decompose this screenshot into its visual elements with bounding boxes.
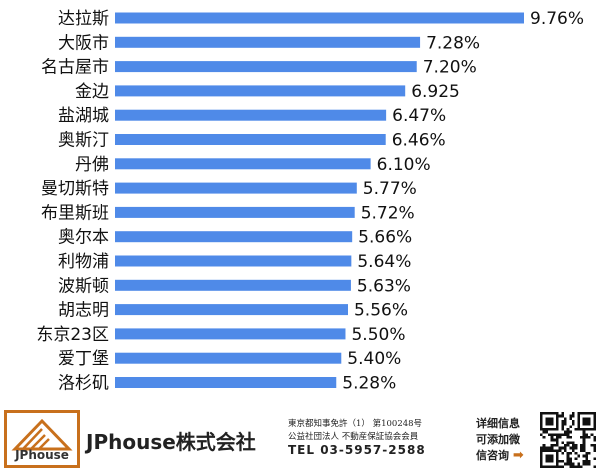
value-label: 5.66% [358, 228, 412, 248]
category-label: 曼切斯特 [41, 179, 109, 199]
category-label: 大阪市 [58, 33, 109, 53]
logo-text: JPhouse [15, 448, 69, 462]
bar [115, 255, 352, 267]
bar [115, 231, 353, 243]
category-label: 洛杉矶 [58, 374, 109, 394]
house-roof-icon [11, 418, 73, 451]
bar [115, 279, 351, 291]
bar-chart: 达拉斯 9.76% 大阪市 7.28% 名古屋市 7.20% 金边 6.925 盐湖城 6.47%… [36, 9, 584, 394]
category-label: 波斯顿 [58, 276, 109, 296]
value-label: 5.50% [351, 325, 405, 345]
bar [115, 158, 371, 170]
category-label: 丹佛 [75, 155, 109, 175]
value-label: 6.10% [377, 155, 431, 175]
company-logo: JPhouse [4, 410, 80, 468]
value-label: 7.28% [426, 33, 480, 53]
contact-info: 详细信息 可添加微 信咨询 ➡ [476, 416, 540, 464]
category-label: 盐湖城 [58, 106, 109, 126]
value-label: 5.72% [361, 203, 415, 223]
category-label: 胡志明 [58, 301, 109, 321]
value-label: 6.47% [392, 106, 446, 126]
category-label: 利物浦 [58, 252, 109, 272]
bar [115, 328, 346, 340]
bar [115, 304, 348, 316]
value-label: 5.28% [342, 374, 396, 394]
arrow-right-icon: ➡ [512, 448, 524, 463]
info-line: 信咨询 ➡ [476, 448, 524, 463]
footer: JPhouse JPhouse株式会社 東京都知事免許（1） 第100248号 … [0, 404, 600, 476]
bar [115, 134, 386, 145]
bar [115, 352, 342, 364]
info-line: 可添加微 [476, 433, 520, 446]
bar [115, 109, 387, 121]
bar [115, 12, 524, 24]
value-label: 5.77% [363, 179, 417, 199]
bar [115, 377, 337, 388]
bar [115, 182, 357, 194]
bar [115, 61, 417, 73]
bar [115, 36, 421, 48]
value-label: 5.40% [347, 349, 401, 369]
value-label: 6.46% [392, 131, 446, 151]
bar [115, 206, 355, 218]
value-label: 9.76% [530, 9, 584, 29]
category-label: 布里斯班 [41, 203, 109, 223]
category-label: 奥尔本 [58, 228, 109, 248]
value-label: 5.63% [357, 276, 411, 296]
license-line: 東京都知事免許（1） 第100248号 [288, 419, 423, 429]
value-label: 6.925 [411, 82, 460, 102]
company-name: JPhouse株式会社 [86, 430, 256, 454]
license-info: 東京都知事免許（1） 第100248号 公益社団法人 不動産保証協会会員 TEL… [288, 418, 470, 457]
bar [115, 85, 406, 97]
category-label: 奥斯汀 [58, 131, 109, 151]
category-label: 金边 [75, 82, 109, 102]
category-label: 爱丁堡 [58, 349, 109, 369]
info-line: 详细信息 [476, 417, 520, 430]
value-label: 7.20% [423, 58, 477, 78]
category-label: 名古屋市 [41, 58, 109, 78]
qr-code-icon[interactable] [540, 412, 596, 468]
category-label: 达拉斯 [58, 9, 109, 29]
category-label: 东京23区 [36, 325, 109, 345]
value-label: 5.56% [354, 301, 408, 321]
value-label: 5.64% [357, 252, 411, 272]
license-line: 公益社団法人 不動産保証協会会員 [288, 432, 419, 442]
phone-number: TEL 03-5957-2588 [288, 443, 426, 457]
